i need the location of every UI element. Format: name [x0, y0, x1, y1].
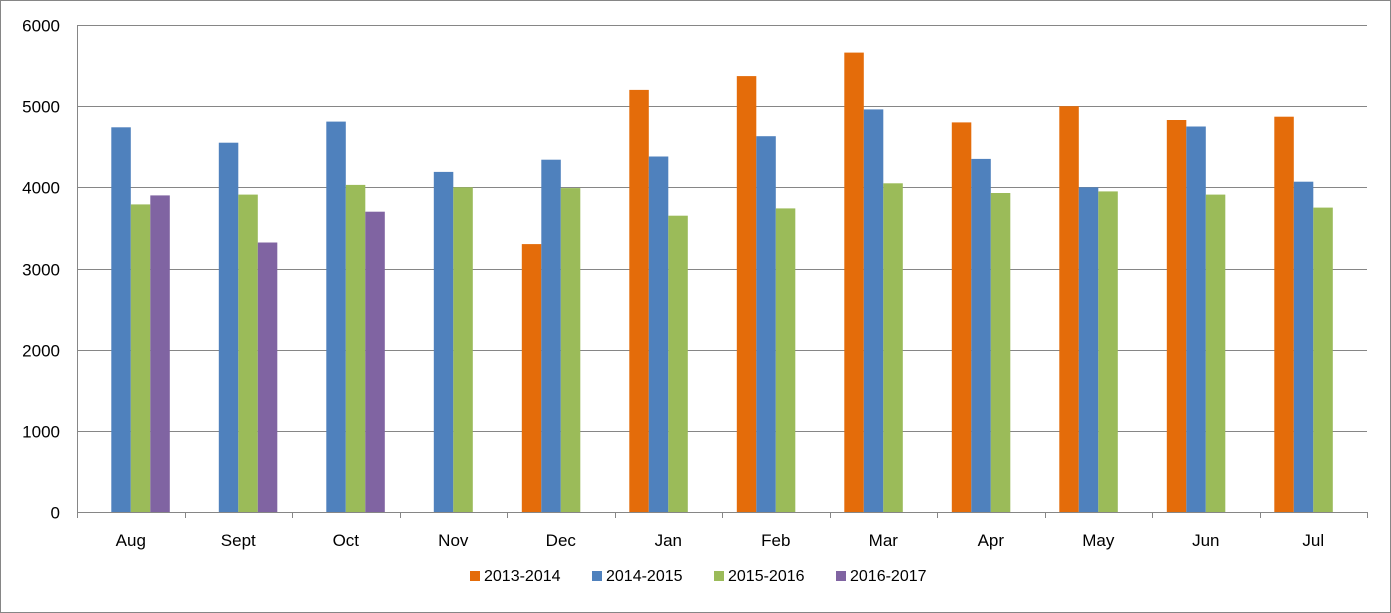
x-tick-label: Jan — [655, 531, 682, 550]
bar-2014-2015-Dec — [541, 159, 561, 512]
bar-2015-2016-Mar — [883, 183, 903, 513]
bar-2014-2015-Mar — [863, 109, 884, 513]
y-tick-label: 0 — [51, 504, 60, 523]
bar-2015-2016-Sept — [238, 194, 258, 512]
x-tick-label: Mar — [869, 531, 899, 550]
bar-2013-2014-May — [1059, 106, 1079, 512]
bar-2015-2016-Nov — [453, 187, 473, 513]
legend-label: 2014-2015 — [606, 568, 683, 585]
y-axis-tick-labels: 0 1000 2000 3000 4000 5000 6000 — [22, 17, 60, 523]
bar-2015-2016-Feb — [775, 208, 796, 512]
bar-2013-2014-Mar — [844, 52, 864, 512]
x-axis — [77, 25, 1368, 518]
bar-2015-2016-Oct — [345, 184, 366, 512]
x-tick-label: Nov — [438, 531, 469, 550]
x-tick-label: Jul — [1302, 531, 1324, 550]
bar-2015-2016-May — [1098, 191, 1118, 512]
x-tick-label: Dec — [546, 531, 577, 550]
x-tick-label: Apr — [978, 531, 1005, 550]
bar-2013-2014-Jan — [629, 89, 649, 513]
legend-swatch — [714, 571, 724, 581]
bar-2015-2016-Apr — [990, 193, 1011, 512]
x-tick-label: Sept — [221, 531, 256, 550]
legend-label: 2016-2017 — [850, 568, 927, 585]
x-tick-label: May — [1082, 531, 1115, 550]
legend-item: 2016-2017 — [836, 568, 927, 585]
bar-2015-2016-Jan — [668, 215, 688, 512]
legend-item: 2014-2015 — [592, 568, 683, 585]
y-tick-label: 3000 — [22, 261, 60, 280]
x-axis-tick-labels: Aug Sept Oct Nov Dec Jan Feb Mar Apr May Jun Jul — [116, 531, 1324, 550]
bar-2013-2014-Feb — [736, 76, 757, 512]
y-tick-label: 1000 — [22, 423, 60, 442]
bar-2015-2016-Jul — [1313, 207, 1333, 512]
bar-2015-2016-Dec — [560, 188, 581, 512]
bar-2013-2014-Dec — [521, 244, 542, 512]
legend-item: 2013-2014 — [470, 568, 561, 585]
legend-label: 2013-2014 — [484, 568, 561, 585]
gridlines — [77, 25, 1367, 513]
bar-2014-2015-Sept — [218, 142, 239, 512]
y-tick-label: 4000 — [22, 179, 60, 198]
bar-2014-2015-Jan — [648, 156, 669, 512]
bar-2014-2015-Aug — [111, 127, 131, 513]
bar-2014-2015-Nov — [433, 171, 454, 512]
x-tick-label: Aug — [116, 531, 146, 550]
bar-2013-2014-Apr — [951, 122, 972, 513]
bar-2013-2014-Jul — [1274, 116, 1294, 512]
legend-item: 2015-2016 — [714, 568, 805, 585]
bar-2013-2014-Jun — [1166, 120, 1187, 512]
bar-2015-2016-Aug — [130, 204, 151, 512]
bar-2014-2015-Apr — [971, 158, 991, 512]
bar-2014-2015-Jun — [1186, 126, 1206, 512]
bar-2016-2017-Aug — [150, 195, 170, 512]
x-tick-label: Oct — [333, 531, 360, 550]
legend-label: 2015-2016 — [728, 568, 805, 585]
x-tick-label: Feb — [761, 531, 790, 550]
bar-2016-2017-Sept — [257, 242, 278, 512]
y-tick-label: 2000 — [22, 342, 60, 361]
bars — [111, 52, 1333, 513]
y-tick-label: 6000 — [22, 17, 60, 36]
y-tick-label: 5000 — [22, 98, 60, 117]
bar-2014-2015-Feb — [756, 136, 776, 512]
x-tick-label: Jun — [1192, 531, 1219, 550]
legend-swatch — [470, 571, 480, 581]
legend-swatch — [592, 571, 602, 581]
bar-2016-2017-Oct — [365, 211, 385, 512]
bar-2014-2015-May — [1078, 187, 1099, 513]
legend-swatch — [836, 571, 846, 581]
bar-2015-2016-Jun — [1205, 194, 1226, 512]
bar-2014-2015-Jul — [1293, 181, 1314, 512]
bar-2014-2015-Oct — [326, 121, 346, 512]
legend: 2013-2014 2014-2015 2015-2016 2016-2017 — [470, 568, 927, 585]
